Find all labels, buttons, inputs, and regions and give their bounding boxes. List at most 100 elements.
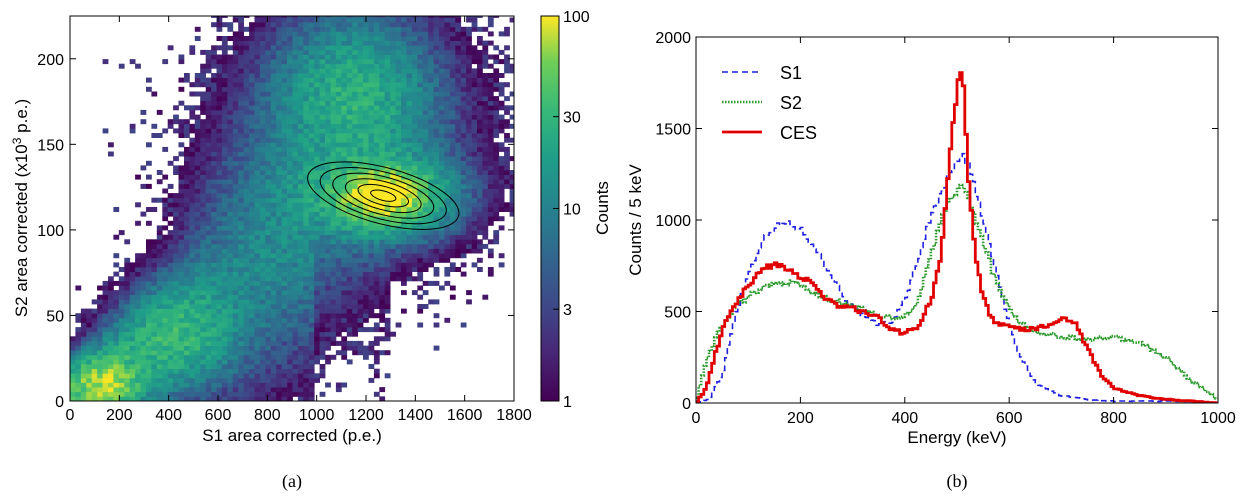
heatmap-cell xyxy=(319,391,326,397)
heatmap-cell xyxy=(390,179,396,185)
heatmap-cell xyxy=(341,304,348,309)
heatmap-cell xyxy=(238,327,244,333)
heatmap-cell xyxy=(297,123,304,129)
heatmap-cell xyxy=(221,340,228,346)
heatmap-cell xyxy=(357,128,364,134)
heatmap-cell xyxy=(292,183,299,189)
heatmap-cell xyxy=(249,308,255,314)
heatmap-cell xyxy=(314,160,320,166)
heatmap-cell xyxy=(379,133,386,138)
heatmap-cell xyxy=(297,49,304,55)
heatmap-cell xyxy=(406,234,413,240)
heatmap-cell xyxy=(444,230,451,236)
heatmap-cell xyxy=(259,193,266,199)
heatmap-cell xyxy=(297,322,304,328)
heatmap-cell xyxy=(265,391,272,397)
heatmap-cell xyxy=(178,262,185,268)
heatmap-cell xyxy=(314,77,320,83)
heatmap-cell xyxy=(221,183,228,189)
heatmap-cell xyxy=(221,86,228,92)
heatmap-cell xyxy=(232,253,239,259)
heatmap-cell xyxy=(401,40,407,46)
heatmap-cell xyxy=(417,248,424,254)
heatmap-cell xyxy=(249,294,255,300)
heatmap-cell xyxy=(287,336,293,342)
heatmap-cell xyxy=(406,128,413,134)
x-tick-label: 400 xyxy=(891,410,918,427)
heatmap-cell xyxy=(325,230,331,236)
heatmap-cell xyxy=(357,280,364,286)
heatmap-cell xyxy=(297,317,304,323)
heatmap-cell xyxy=(276,368,282,374)
heatmap-cell xyxy=(200,77,206,83)
heatmap-cell xyxy=(357,290,364,296)
heatmap-cell xyxy=(140,336,147,342)
heatmap-cell xyxy=(216,174,223,180)
heatmap-cell xyxy=(325,170,331,175)
heatmap-cell xyxy=(325,123,331,129)
heatmap-cell xyxy=(384,146,391,152)
heatmap-cell xyxy=(477,183,483,189)
heatmap-cell xyxy=(509,114,514,120)
heatmap-cell xyxy=(471,151,478,157)
heatmap-cell xyxy=(330,119,337,125)
heatmap-cell xyxy=(243,373,250,379)
heatmap-cell xyxy=(460,239,467,245)
heatmap-cell xyxy=(319,170,326,175)
heatmap-cell xyxy=(504,179,510,185)
heatmap-cell xyxy=(211,183,217,189)
heatmap-cell xyxy=(292,188,299,194)
heatmap-cell xyxy=(406,59,413,65)
heatmap-cell xyxy=(211,276,217,282)
heatmap-cell xyxy=(504,165,510,171)
heatmap-cell xyxy=(146,354,152,360)
heatmap-cell xyxy=(319,220,326,226)
heatmap-cell xyxy=(493,193,500,199)
heatmap-cell xyxy=(297,216,304,222)
heatmap-cell xyxy=(509,137,514,143)
heatmap-cell xyxy=(162,377,169,383)
heatmap-cell xyxy=(482,114,489,120)
heatmap-cell xyxy=(86,387,93,393)
heatmap-cell xyxy=(221,207,228,212)
heatmap-cell xyxy=(477,220,483,226)
heatmap-cell xyxy=(335,96,342,102)
heatmap-cell xyxy=(140,350,147,356)
heatmap-cell xyxy=(270,100,277,106)
heatmap-cell xyxy=(227,391,234,397)
heatmap-cell xyxy=(259,73,266,78)
heatmap-cell xyxy=(86,331,93,337)
heatmap-cell xyxy=(363,31,369,37)
heatmap-cell xyxy=(259,202,266,208)
heatmap-cell xyxy=(363,170,369,175)
heatmap-cell xyxy=(205,165,212,171)
heatmap-cell xyxy=(238,234,244,240)
heatmap-cell xyxy=(482,63,489,69)
heatmap-cell xyxy=(249,68,255,74)
heatmap-cell xyxy=(146,239,152,245)
heatmap-cell xyxy=(200,322,206,328)
heatmap-cell xyxy=(444,225,451,231)
heatmap-cell xyxy=(243,308,250,314)
heatmap-cell xyxy=(249,290,255,296)
heatmap-cell xyxy=(221,133,228,138)
heatmap-cell xyxy=(254,294,261,300)
y-axis-label-a: S2 area corrected (x103 p.e.) xyxy=(10,99,31,317)
heatmap-cell xyxy=(303,96,310,102)
heatmap-cell xyxy=(417,308,424,314)
heatmap-cell xyxy=(460,146,467,152)
heatmap-cell xyxy=(259,91,266,97)
heatmap-cell xyxy=(297,271,304,277)
heatmap-cell xyxy=(417,100,424,106)
heatmap-cell xyxy=(194,317,201,323)
heatmap-cell xyxy=(216,304,223,309)
heatmap-cell xyxy=(265,193,272,199)
y-tick-label: 1000 xyxy=(655,213,691,230)
heatmap-cell xyxy=(287,17,293,23)
heatmap-cell xyxy=(184,368,190,374)
heatmap-cell xyxy=(433,100,440,106)
heatmap-cell xyxy=(232,49,239,55)
heatmap-cell xyxy=(297,183,304,189)
heatmap-cell xyxy=(270,165,277,171)
heatmap-cell xyxy=(303,100,310,106)
